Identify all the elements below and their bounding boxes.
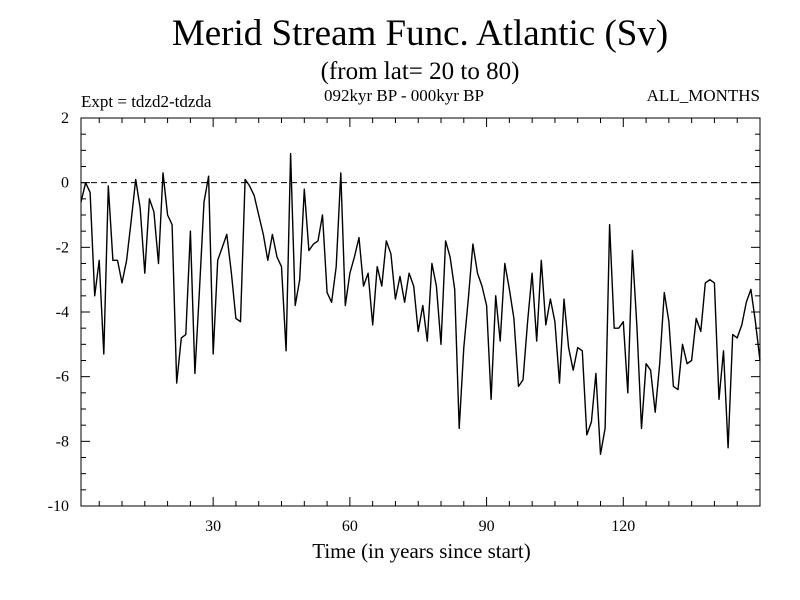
plot-frame <box>80 117 761 507</box>
x-tick-label: 30 <box>205 518 221 535</box>
months-label: ALL_MONTHS <box>646 86 760 105</box>
chart-subtitle: (from lat= 20 to 80) <box>320 58 520 85</box>
y-tick-label: -6 <box>56 369 69 386</box>
x-tick-label: 120 <box>611 518 635 535</box>
period-label: 092kyr BP - 000kyr BP <box>324 86 484 105</box>
x-axis-label: Time (in years since start) <box>312 539 531 563</box>
series-line <box>80 152 761 455</box>
x-tick-label: 60 <box>342 518 358 535</box>
experiment-label: Expt = tdzd2-tdzda <box>81 92 212 111</box>
chart-title: Merid Stream Func. Atlantic (Sv) <box>171 13 669 54</box>
y-tick-label: -10 <box>48 498 69 515</box>
y-tick-label: 2 <box>61 110 69 127</box>
y-tick-label: 0 <box>61 175 69 192</box>
y-tick-label: -2 <box>56 239 69 256</box>
y-tick-label: -8 <box>56 433 69 450</box>
y-tick-label: -4 <box>56 304 69 321</box>
x-tick-label: 90 <box>479 518 495 535</box>
